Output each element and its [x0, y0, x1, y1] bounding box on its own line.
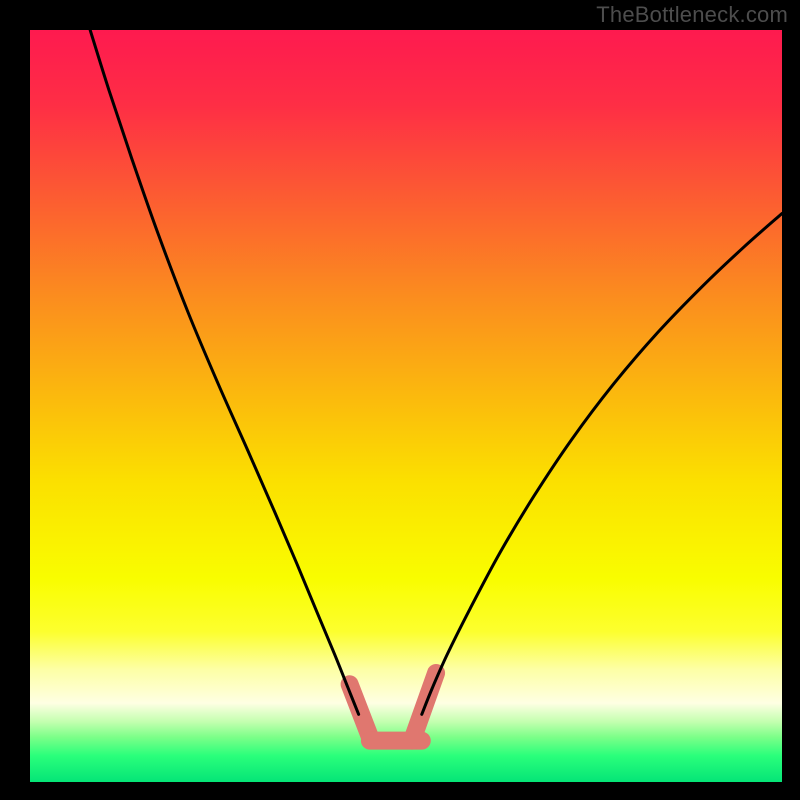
- chart-container: TheBottleneck.com: [0, 0, 800, 800]
- watermark-text: TheBottleneck.com: [596, 2, 788, 28]
- plot-area: [30, 30, 782, 782]
- curve-overlay: [30, 30, 782, 782]
